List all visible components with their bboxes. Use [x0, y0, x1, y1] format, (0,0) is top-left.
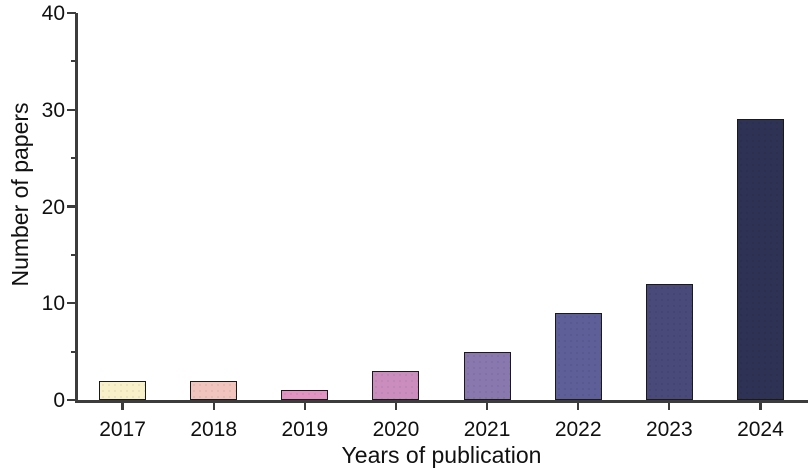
y-major-tick [67, 108, 76, 111]
x-tick-label: 2018 [190, 418, 238, 441]
y-major-tick [67, 11, 76, 15]
y-minor-tick [71, 60, 76, 63]
x-tick-label: 2024 [737, 418, 784, 441]
bar-2018 [190, 380, 238, 400]
x-tick [485, 403, 489, 410]
y-minor-tick [71, 253, 76, 256]
y-tick-label: 30 [41, 98, 65, 122]
y-tick-label: 20 [41, 195, 65, 219]
x-tick [303, 403, 306, 410]
x-tick [121, 403, 124, 410]
x-tick-label: 2023 [645, 418, 693, 441]
x-tick [394, 403, 398, 410]
x-tick-label: 2020 [372, 418, 420, 441]
bar-2022 [554, 312, 602, 400]
bar-2023 [645, 283, 693, 400]
x-tick [212, 403, 215, 410]
y-major-tick [67, 302, 76, 305]
x-tick [577, 403, 580, 410]
x-tick-label: 2017 [99, 418, 146, 441]
x-tick-label: 2021 [463, 418, 511, 441]
y-tick-label: 10 [41, 292, 65, 316]
bar-2020 [372, 370, 420, 400]
x-tick-label: 2019 [281, 418, 329, 441]
y-tick-label: 40 [41, 2, 65, 25]
x-tick [668, 403, 671, 410]
x-tick [759, 403, 762, 410]
x-axis-line [75, 400, 808, 403]
y-axis-line [75, 13, 78, 403]
y-major-tick [67, 205, 76, 208]
x-axis-title: Years of publication [341, 442, 542, 468]
y-minor-tick [71, 157, 76, 160]
bar-2017 [99, 380, 147, 400]
bar-2024 [736, 119, 784, 400]
bar-2021 [463, 351, 511, 400]
y-axis-title-text: Number of papers [7, 102, 33, 287]
y-tick-label: 0 [53, 389, 65, 412]
x-tick-label: 2022 [554, 418, 602, 441]
plot-area: 0 10 20 30 40 2017 2018 2019 2020 2021 2022 2023 20… [42, 3, 808, 440]
y-minor-tick [71, 350, 76, 353]
bar-2019 [281, 390, 329, 400]
y-major-tick [67, 398, 76, 402]
